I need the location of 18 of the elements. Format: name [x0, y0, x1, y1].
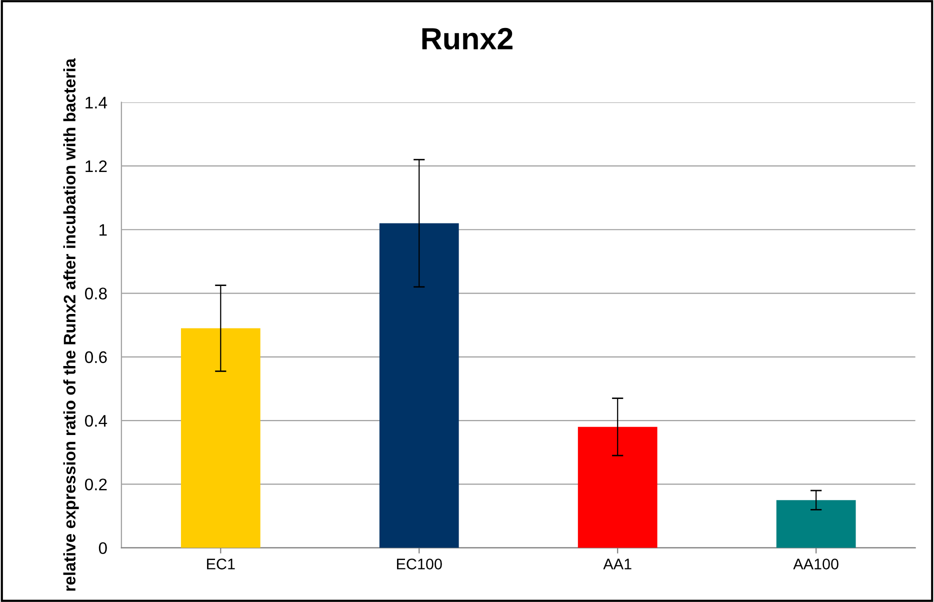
bar	[776, 500, 856, 548]
y-tick-label: 0.6	[85, 351, 107, 364]
bar	[379, 223, 459, 548]
y-tick-label: 0.2	[85, 478, 107, 490]
y-tick-label: 0.4	[85, 414, 108, 427]
x-tick-label: AA1	[603, 558, 632, 570]
y-tick-label: 1.4	[86, 96, 108, 108]
y-tick-label: 1.2	[86, 160, 107, 172]
x-tick-label: AA100	[793, 558, 838, 570]
x-tick-label: EC1	[207, 558, 235, 570]
y-tick-label: 0	[98, 542, 107, 554]
y-tick-label: 1	[100, 224, 107, 236]
x-tick-label: EC100	[397, 558, 442, 570]
bar	[578, 426, 658, 548]
y-tick-label: 0.8	[85, 288, 107, 300]
bar	[180, 328, 260, 548]
y-axis-title: relative expression ratio of the Runx2 after incubation with bacteria	[63, 58, 79, 591]
chart-title: Runx2	[422, 28, 512, 50]
